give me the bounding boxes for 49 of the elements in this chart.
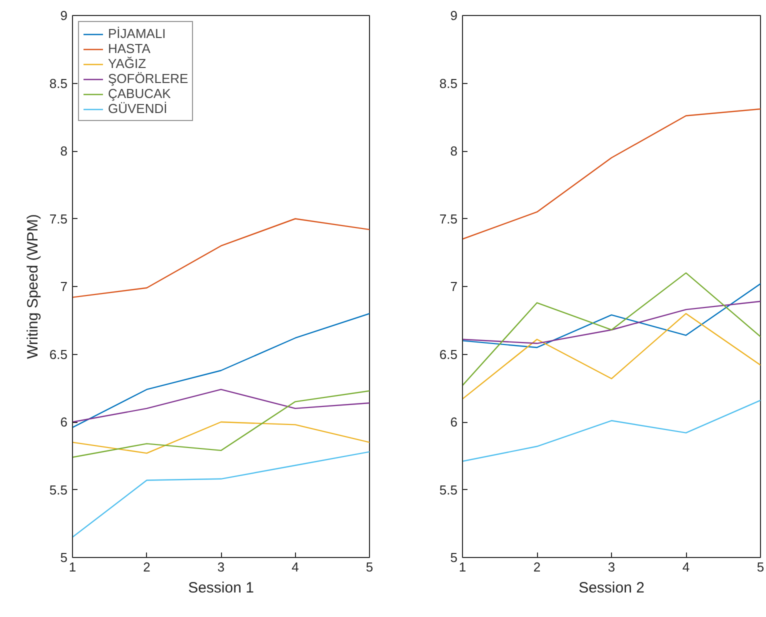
line-series [462,400,760,462]
x-axis-title: Session 1 [188,580,254,596]
line-series [72,451,370,538]
line-series [462,300,760,344]
line-series [462,108,760,240]
y-tick-label: 6.5 [49,346,68,362]
y-tick-label: 9 [60,8,68,23]
y-tick-label: 5 [450,550,458,565]
y-tick-label: 6 [450,414,458,430]
y-axis-title: Writing Speed (WPM) [24,214,42,359]
y-tick-label: 5.5 [439,482,458,498]
y-tick-label: 9 [450,8,458,23]
x-tick-label: 4 [682,560,690,574]
y-tick-label: 7.5 [439,211,458,226]
y-tick-label: 7 [450,279,458,294]
x-tick-label: 5 [366,560,374,574]
legend-label: PİJAMALI [108,26,166,41]
x-tick-label: 1 [68,560,76,574]
line-series [462,313,760,400]
y-tick-label: 8.5 [49,76,68,91]
line-series [462,272,760,386]
y-tick-label: 7 [60,279,68,294]
y-tick-label: 7.5 [49,211,68,226]
x-tick-label: 5 [756,560,764,574]
x-axis-title: Session 2 [578,580,644,596]
line-series [72,388,370,423]
legend-label: ÇABUCAK [108,86,171,101]
y-tick-label: 8 [450,144,458,158]
y-tick-label: 5 [60,550,68,565]
x-tick-label: 3 [217,560,225,574]
legend-label: YAĞIZ [108,56,146,71]
y-tick-label: 6.5 [439,346,458,362]
x-tick-label: 2 [143,560,150,574]
legend-label: ŞOFÖRLERE [108,71,188,86]
x-tick-label: 2 [533,560,541,574]
line-series [72,313,370,428]
line-series [72,390,370,458]
legend-label: GÜVENDİ [108,101,168,116]
line-series [462,283,760,348]
legend-label: HASTA [108,41,150,56]
y-tick-label: 5.5 [49,482,68,498]
y-tick-label: 8 [60,144,68,158]
x-tick-label: 4 [292,560,299,574]
line-series [72,421,370,454]
x-tick-label: 1 [458,560,466,574]
line-series [72,218,370,298]
y-tick-label: 8.5 [439,76,458,91]
y-tick-label: 6 [60,414,68,430]
x-tick-label: 3 [608,560,616,574]
